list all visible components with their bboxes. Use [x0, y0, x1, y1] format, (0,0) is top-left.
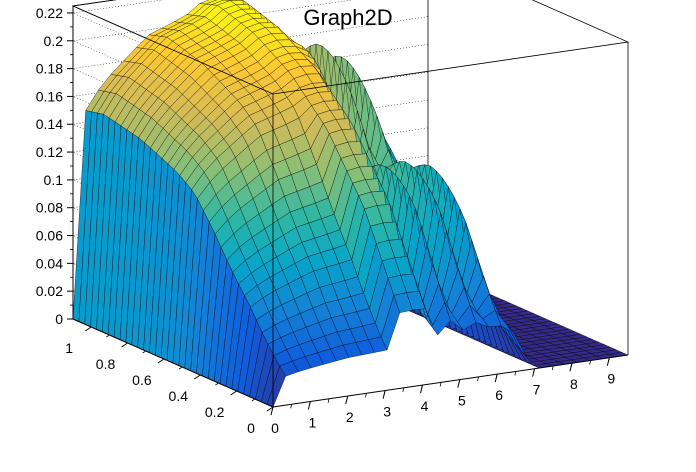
x-minor-tick — [421, 385, 423, 390]
y-minor-tick — [142, 350, 146, 354]
z-axis: 0 0.02 0.04 0.06 0.08 0.1 0.12 0.14 0.16 0.18 0.2 0… — [36, 5, 74, 327]
x-tick-label-8: 8 — [570, 376, 578, 392]
x-minor-tick — [365, 393, 367, 398]
x-minor-tick — [495, 374, 498, 379]
x-tick-label-7: 7 — [533, 382, 541, 398]
x-minor-tick — [308, 401, 311, 406]
x-minor-tick — [346, 395, 349, 401]
y-axis-line — [72, 318, 274, 408]
x-minor-tick — [383, 390, 386, 395]
y-minor-tick — [106, 334, 110, 338]
z-tick-label-0: 0 — [55, 311, 63, 327]
x-minor-tick — [458, 379, 461, 384]
y-tick-1 — [230, 390, 237, 396]
y-tick-2 — [193, 374, 201, 380]
x-minor-tick — [570, 363, 573, 368]
x-tick-0 — [270, 406, 274, 416]
z-tick-label-10: 0.2 — [44, 33, 64, 49]
front-box-edges — [71, 0, 630, 407]
z-tick-label-7: 0.14 — [36, 116, 63, 132]
y-tick-label-1: 0.2 — [205, 404, 225, 420]
z-tick-label-5: 0.1 — [44, 172, 64, 188]
x-tick-label-4: 4 — [421, 398, 429, 414]
y-tick-4 — [121, 342, 128, 348]
y-tick-0 — [266, 406, 274, 412]
y-tick-label-5: 1 — [65, 340, 73, 356]
y-tick-3 — [157, 358, 165, 364]
x-minor-tick — [290, 404, 293, 409]
x-minor-tick — [402, 387, 405, 392]
y-tick-label-4: 0.8 — [96, 356, 116, 372]
x-axis: 0 1 2 3 4 5 6 7 8 9 — [270, 354, 629, 436]
y-minor-tick — [251, 398, 256, 402]
x-tick-label-5: 5 — [458, 393, 466, 409]
z-tick-label-9: 0.18 — [36, 61, 63, 77]
z-tick-label-11: 0.22 — [36, 5, 63, 21]
x-tick-label-6: 6 — [495, 387, 503, 403]
y-tick-label-0: 0 — [247, 420, 255, 436]
z-tick-label-8: 0.16 — [36, 88, 63, 104]
x-tick-label-1: 1 — [308, 415, 316, 431]
z-tick-label-2: 0.04 — [36, 255, 63, 271]
x-minor-tick — [533, 368, 535, 373]
y-tick-label-3: 0.6 — [132, 372, 152, 388]
y-tick-5 — [84, 326, 92, 332]
x-minor-tick — [589, 360, 592, 365]
x-minor-tick — [607, 357, 610, 362]
y-minor-tick — [178, 366, 183, 370]
x-axis-line — [272, 354, 629, 408]
y-minor-tick — [215, 382, 219, 386]
z-tick-label-3: 0.06 — [36, 228, 63, 244]
x-minor-tick — [551, 365, 554, 371]
z-tick-label-6: 0.12 — [36, 144, 63, 160]
x-tick-label-3: 3 — [383, 404, 391, 420]
x-minor-tick — [327, 398, 330, 403]
top-frame — [71, 0, 630, 95]
y-tick-label-2: 0.4 — [169, 388, 189, 404]
x-minor-tick — [477, 376, 479, 381]
y-axis: 0 0.2 0.4 0.6 0.8 1 — [65, 318, 274, 436]
x-tick-label-0: 0 — [271, 420, 279, 436]
z-tick-label-4: 0.08 — [36, 200, 63, 216]
surface-mesh — [72, 0, 629, 408]
x-tick-label-2: 2 — [346, 409, 354, 425]
chart-title: Graph2D — [303, 5, 392, 30]
z-tick-label-1: 0.02 — [36, 283, 63, 299]
x-minor-tick — [514, 371, 517, 376]
x-minor-tick — [439, 382, 442, 387]
x-tick-label-9: 9 — [607, 371, 615, 387]
